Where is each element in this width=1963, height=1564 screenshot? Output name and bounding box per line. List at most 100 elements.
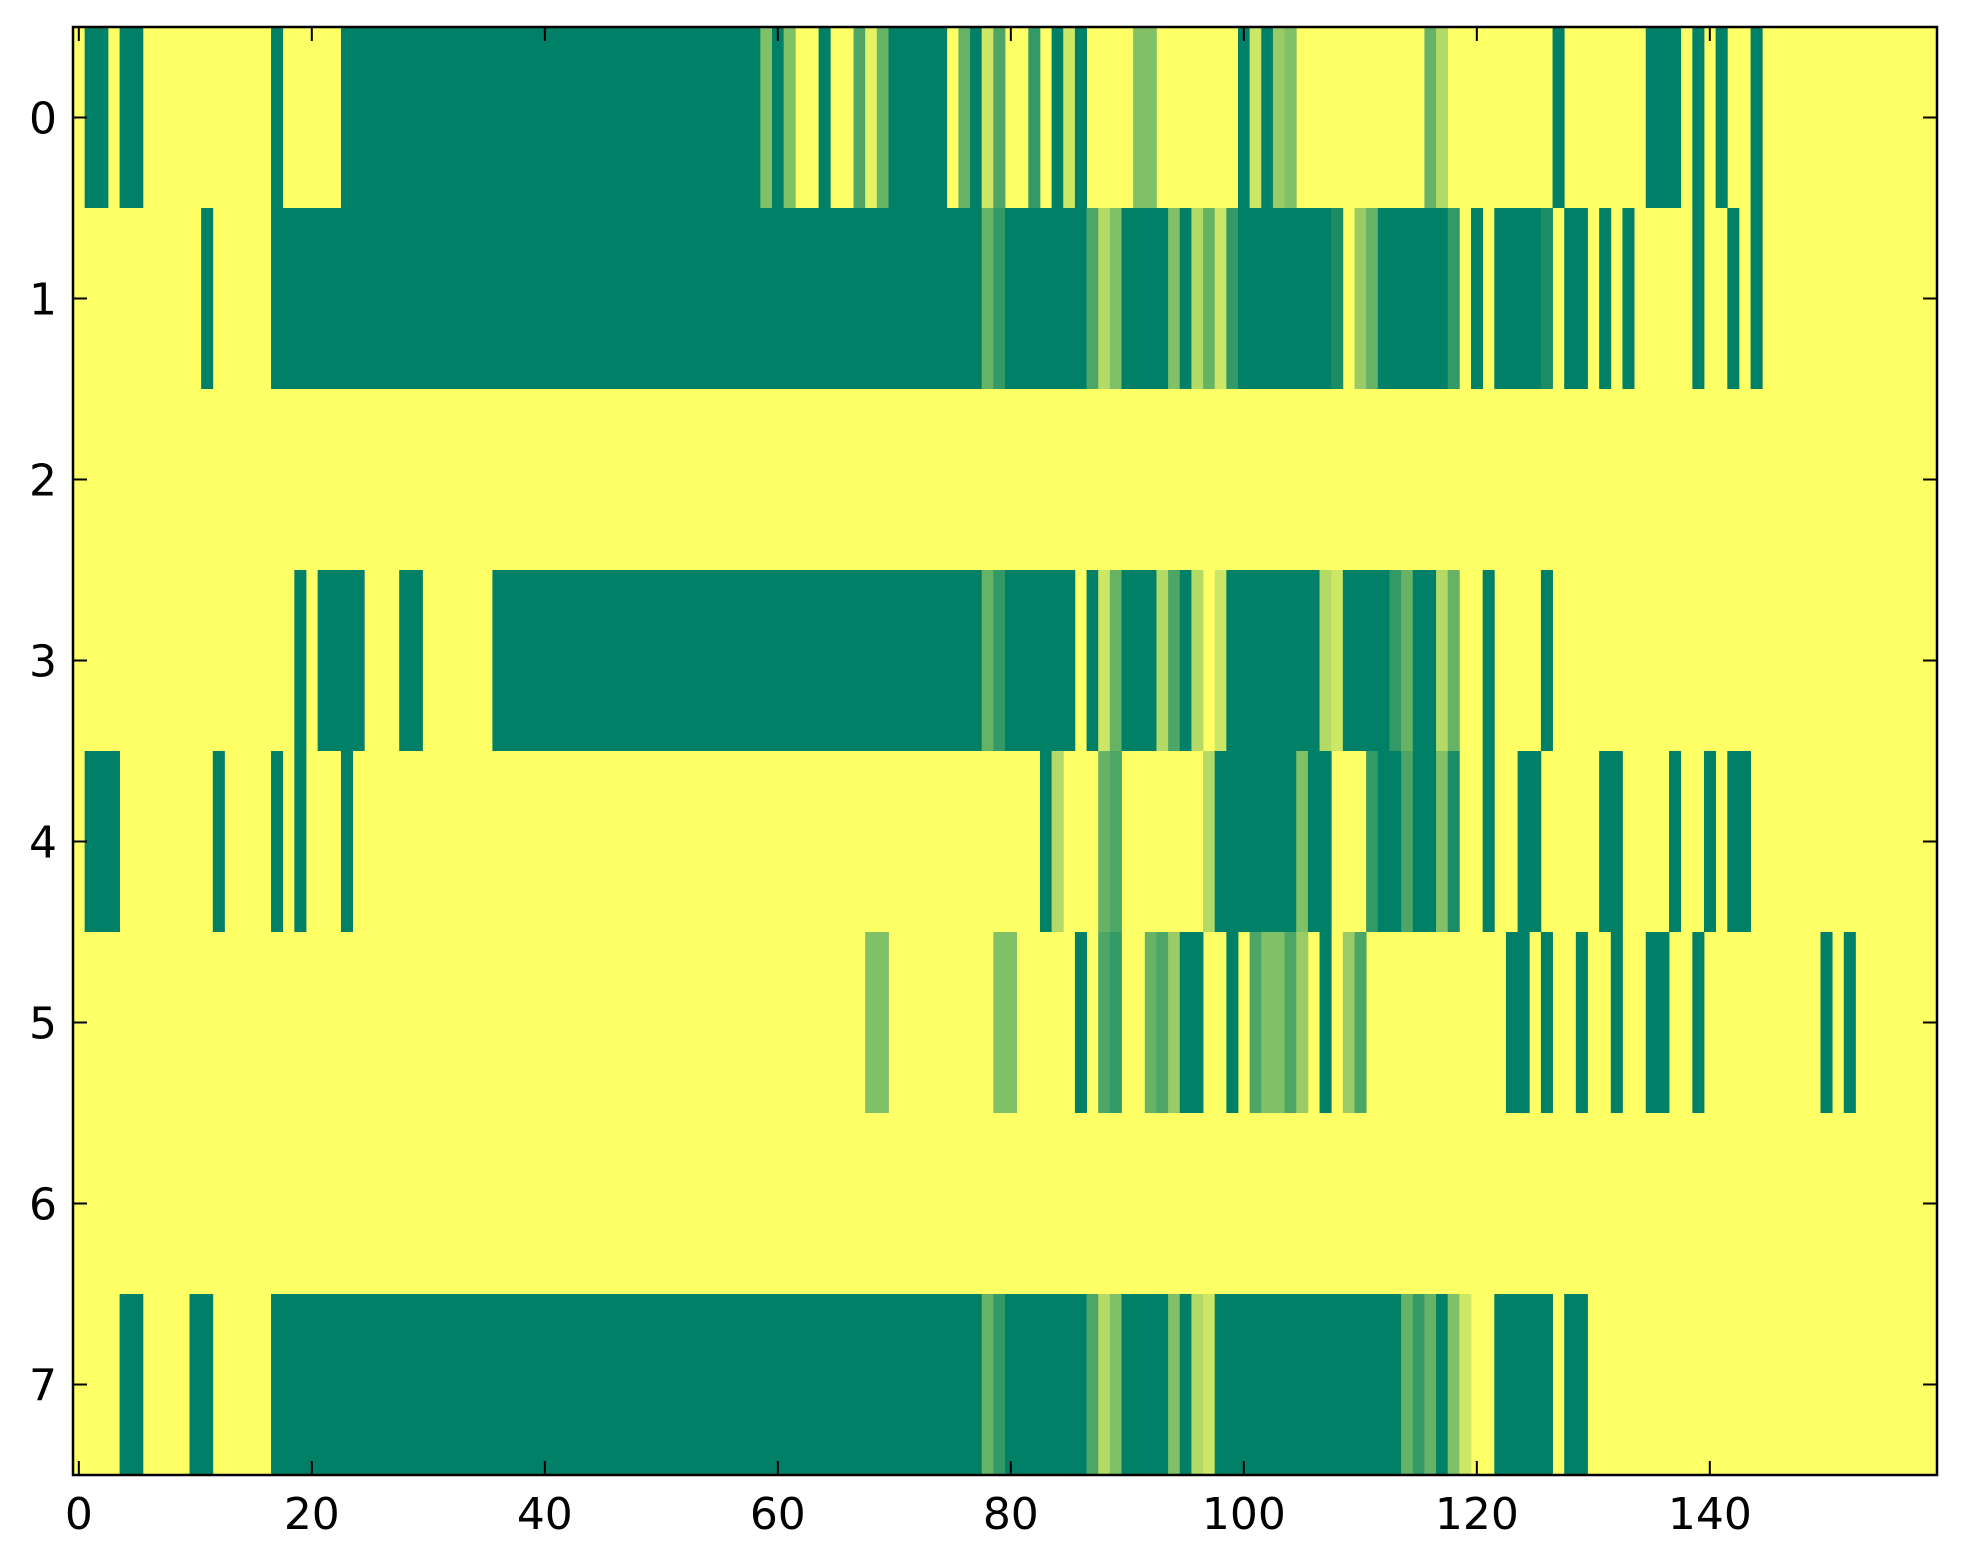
heatmap-cell	[1039, 751, 1052, 932]
heatmap-cell	[1284, 27, 1297, 208]
y-tick-label: 4	[29, 818, 57, 869]
heatmap-cell	[1331, 208, 1344, 389]
heatmap-cell	[1109, 1294, 1122, 1475]
heatmap-cell	[1471, 208, 1484, 389]
heatmap-cell	[981, 570, 994, 751]
heatmap-cell	[1098, 208, 1111, 389]
y-tick-label: 5	[29, 999, 57, 1050]
heatmap-cell	[1005, 1294, 1087, 1475]
heatmap-cell	[1436, 751, 1449, 932]
x-tick-label: 120	[1435, 1489, 1519, 1540]
heatmap-cell	[1156, 570, 1169, 751]
heatmap-cell	[1564, 208, 1588, 389]
heatmap-cell	[1272, 27, 1285, 208]
heatmap-cell	[1168, 208, 1181, 389]
heatmap-cell	[993, 570, 1006, 751]
heatmap-cell	[1109, 751, 1122, 932]
heatmap-cell	[1203, 208, 1216, 389]
heatmap-cell	[1191, 570, 1204, 751]
heatmap-cell	[1144, 932, 1157, 1113]
heatmap-cell	[1098, 1294, 1111, 1475]
x-tick-label: 60	[750, 1489, 806, 1540]
heatmap-cell	[1168, 932, 1181, 1113]
y-tick-label: 1	[29, 275, 57, 326]
heatmap-cell	[1447, 751, 1460, 932]
heatmap-cell	[271, 208, 983, 389]
heatmap-cell	[865, 932, 889, 1113]
heatmap-cell	[1098, 570, 1111, 751]
heatmap-cell	[1540, 208, 1553, 389]
heatmap-cell	[1121, 570, 1157, 751]
heatmap-cell	[1296, 751, 1309, 932]
heatmap-cell	[212, 751, 225, 932]
heatmap-cell	[1820, 932, 1833, 1113]
heatmap-cell	[1750, 208, 1763, 389]
heatmap-cell	[1098, 932, 1111, 1113]
heatmap-cell	[865, 27, 878, 208]
heatmap-cell	[1704, 751, 1717, 932]
heatmap-cell	[1645, 27, 1682, 208]
heatmap-cell	[1168, 1294, 1181, 1475]
heatmap-cell	[1389, 570, 1402, 751]
axes	[71, 25, 1939, 1477]
heatmap-cell	[772, 27, 785, 208]
heatmap-cell	[1727, 208, 1740, 389]
heatmap-cell	[1063, 27, 1076, 208]
heatmap-cell	[1226, 932, 1239, 1113]
heatmap-cell	[993, 27, 1006, 208]
heatmap-cell	[1133, 27, 1157, 208]
heatmap-cell	[876, 27, 889, 208]
heatmap-cell	[1028, 27, 1041, 208]
heatmap-cell	[1249, 27, 1262, 208]
heatmap-cell	[1179, 1294, 1192, 1475]
heatmap-cell	[1599, 208, 1612, 389]
y-tick-label: 7	[29, 1361, 57, 1412]
heatmap-cell	[1191, 1294, 1204, 1475]
heatmap-cell	[993, 1294, 1006, 1475]
heatmap-cell	[1098, 751, 1111, 932]
heatmap-cell	[1156, 932, 1169, 1113]
heatmap-cell	[317, 570, 365, 751]
heatmap-cell	[1692, 932, 1705, 1113]
heatmap-cell	[1354, 208, 1367, 389]
heatmap-cell	[1436, 27, 1449, 208]
heatmap-cell	[1564, 1294, 1588, 1475]
heatmap-cell	[1401, 751, 1414, 932]
heatmap-cell	[84, 751, 120, 932]
heatmap-cell	[1447, 570, 1460, 751]
heatmap-cell	[1692, 27, 1705, 208]
heatmap-cell	[970, 27, 983, 208]
heatmap-cell	[1296, 932, 1309, 1113]
y-tick-label: 0	[29, 94, 57, 145]
heatmap-cell	[1005, 570, 1076, 751]
heatmap-cell	[1599, 751, 1623, 932]
heatmap-cell	[888, 27, 948, 208]
heatmap-cell	[1179, 570, 1192, 751]
heatmap-cell	[1575, 932, 1588, 1113]
x-tick-label: 20	[284, 1489, 340, 1540]
heatmap-cell	[1401, 570, 1414, 751]
heatmap-cell	[1319, 570, 1332, 751]
heatmap-cell	[993, 932, 1018, 1113]
x-tick-label: 100	[1202, 1489, 1286, 1540]
heatmap-cell	[1074, 932, 1087, 1113]
heatmap-cell	[993, 208, 1006, 389]
heatmap-cell	[1261, 932, 1285, 1113]
heatmap-cell	[1622, 208, 1635, 389]
heatmap-cell	[760, 27, 773, 208]
heatmap-cell	[1645, 932, 1670, 1113]
heatmap-cell	[853, 27, 866, 208]
heatmap-cell	[1540, 570, 1553, 751]
heatmap-cell	[1412, 751, 1437, 932]
heatmap-cell	[1179, 932, 1204, 1113]
heatmap-cell	[375, 27, 761, 208]
heatmap-cell	[1424, 27, 1437, 208]
heatmap-cell	[1226, 208, 1239, 389]
heatmap-cell	[1412, 1294, 1425, 1475]
heatmap-cell	[1447, 1294, 1460, 1475]
heatmap-cell	[1261, 27, 1274, 208]
heatmap-cell	[1109, 932, 1122, 1113]
heatmap-cell	[1074, 27, 1087, 208]
heatmap-cell	[119, 1294, 144, 1475]
